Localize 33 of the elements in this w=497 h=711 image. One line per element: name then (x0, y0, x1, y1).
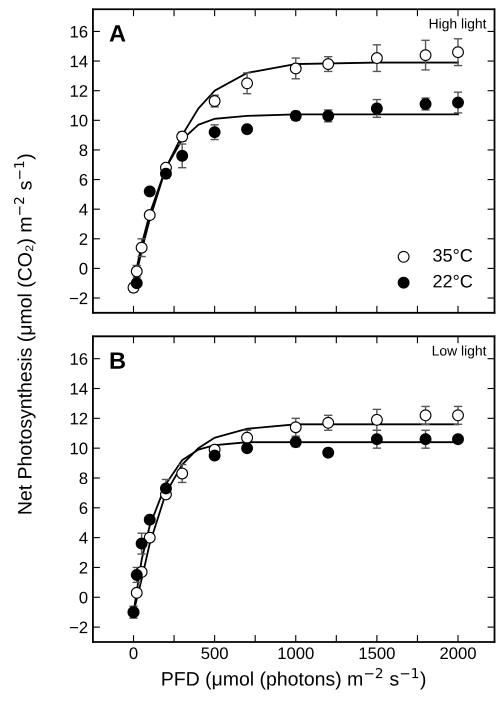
text: High light (430, 18, 486, 32)
y-tick-label: 4 (79, 204, 88, 216)
y-tick-label: 2 (80, 233, 88, 245)
y-tick-label: 16 (70, 26, 88, 38)
y-tick-label: 0 (79, 592, 88, 604)
text: B (110, 352, 125, 369)
y-tick-label: 8 (80, 144, 88, 156)
y-tick-label: 14 (70, 383, 88, 395)
y-tick-label: −2 (70, 622, 88, 634)
x-tick-label: 0 (130, 647, 138, 660)
text: Low light (432, 345, 486, 358)
x-axis-title: PFD (μmol (photons) m$^{−2}$ s$^{−1}$) (162, 668, 426, 690)
y-tick-label: 12 (70, 412, 88, 424)
y-tick-label: 0 (79, 262, 88, 275)
y-tick-label: 8 (80, 472, 88, 484)
y-tick-label: 2 (80, 562, 88, 574)
x-tick-label: 1500 (360, 647, 395, 660)
y-tick-label: 6 (80, 502, 88, 514)
y-tick-label: 6 (80, 174, 88, 186)
y-tick-label: −2 (70, 292, 88, 304)
legend-label: 22°C (433, 274, 472, 288)
y-tick-label: 12 (70, 85, 88, 97)
y-axis-title: Net Photosynthesis (μmol (CO₂) m$^{−2}$ s$^{−1}$) (14, 154, 36, 514)
y-tick-label: 10 (70, 442, 88, 454)
y-tick-label: 16 (70, 353, 88, 365)
text: A (110, 25, 126, 42)
x-tick-label: 500 (201, 647, 228, 660)
y-tick-label: 10 (70, 114, 88, 127)
y-tick-label: 4 (79, 532, 88, 544)
legend-label: 35°C (433, 248, 472, 262)
x-tick-label: 1000 (278, 647, 314, 660)
y-tick-label: 14 (70, 56, 88, 68)
x-tick-label: 2000 (440, 647, 476, 660)
